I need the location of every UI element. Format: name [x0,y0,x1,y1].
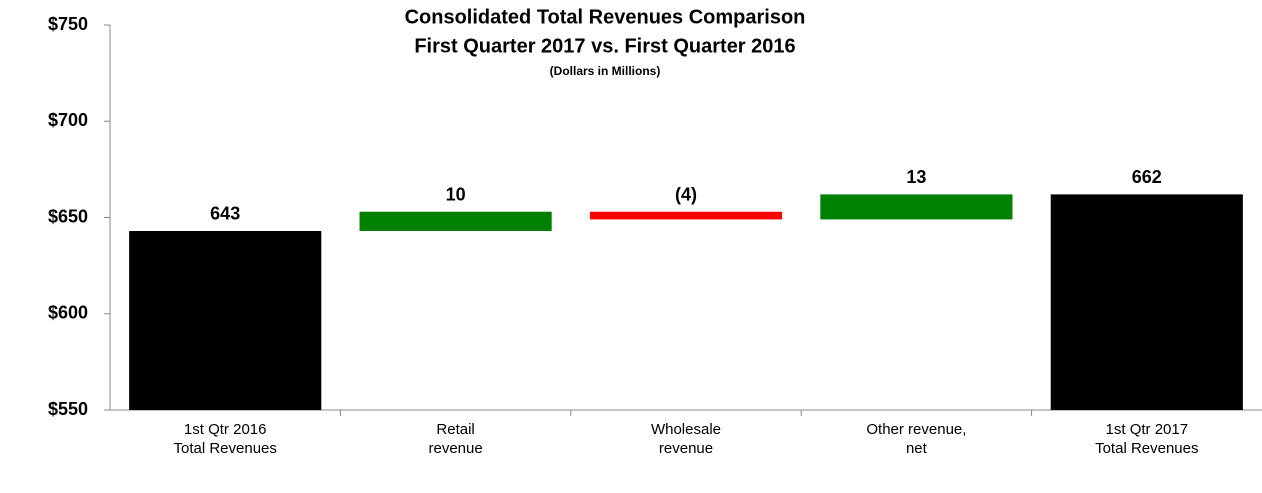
x-tick-label: revenue [428,440,482,457]
x-tick-label: Other revenue, [866,421,966,438]
x-tick-label: Total Revenues [1095,440,1198,457]
y-tick-label: $750 [48,14,88,34]
x-tick-label: Wholesale [651,421,721,438]
value-label: 662 [1132,167,1162,187]
bar [1050,194,1243,410]
value-label: 10 [446,184,466,204]
x-tick-label: Retail [436,421,474,438]
value-label: (4) [675,184,697,204]
y-tick-label: $650 [48,206,88,226]
y-tick-label: $550 [48,399,88,419]
value-label: 13 [906,167,926,187]
bar [820,194,1013,220]
bar [129,230,322,410]
x-tick-label: net [906,440,928,457]
bar [359,211,552,231]
chart-title: First Quarter 2017 vs. First Quarter 201… [414,35,795,57]
x-tick-label: 1st Qtr 2016 [184,421,267,438]
chart-title: Consolidated Total Revenues Comparison [405,6,806,28]
chart-subtitle: (Dollars in Millions) [550,64,661,78]
value-label: 643 [210,204,240,224]
bar [589,211,783,220]
x-tick-label: 1st Qtr 2017 [1106,421,1189,438]
x-tick-label: Total Revenues [173,440,276,457]
y-tick-label: $600 [48,303,88,323]
x-tick-label: revenue [659,440,713,457]
y-tick-label: $700 [48,110,88,130]
